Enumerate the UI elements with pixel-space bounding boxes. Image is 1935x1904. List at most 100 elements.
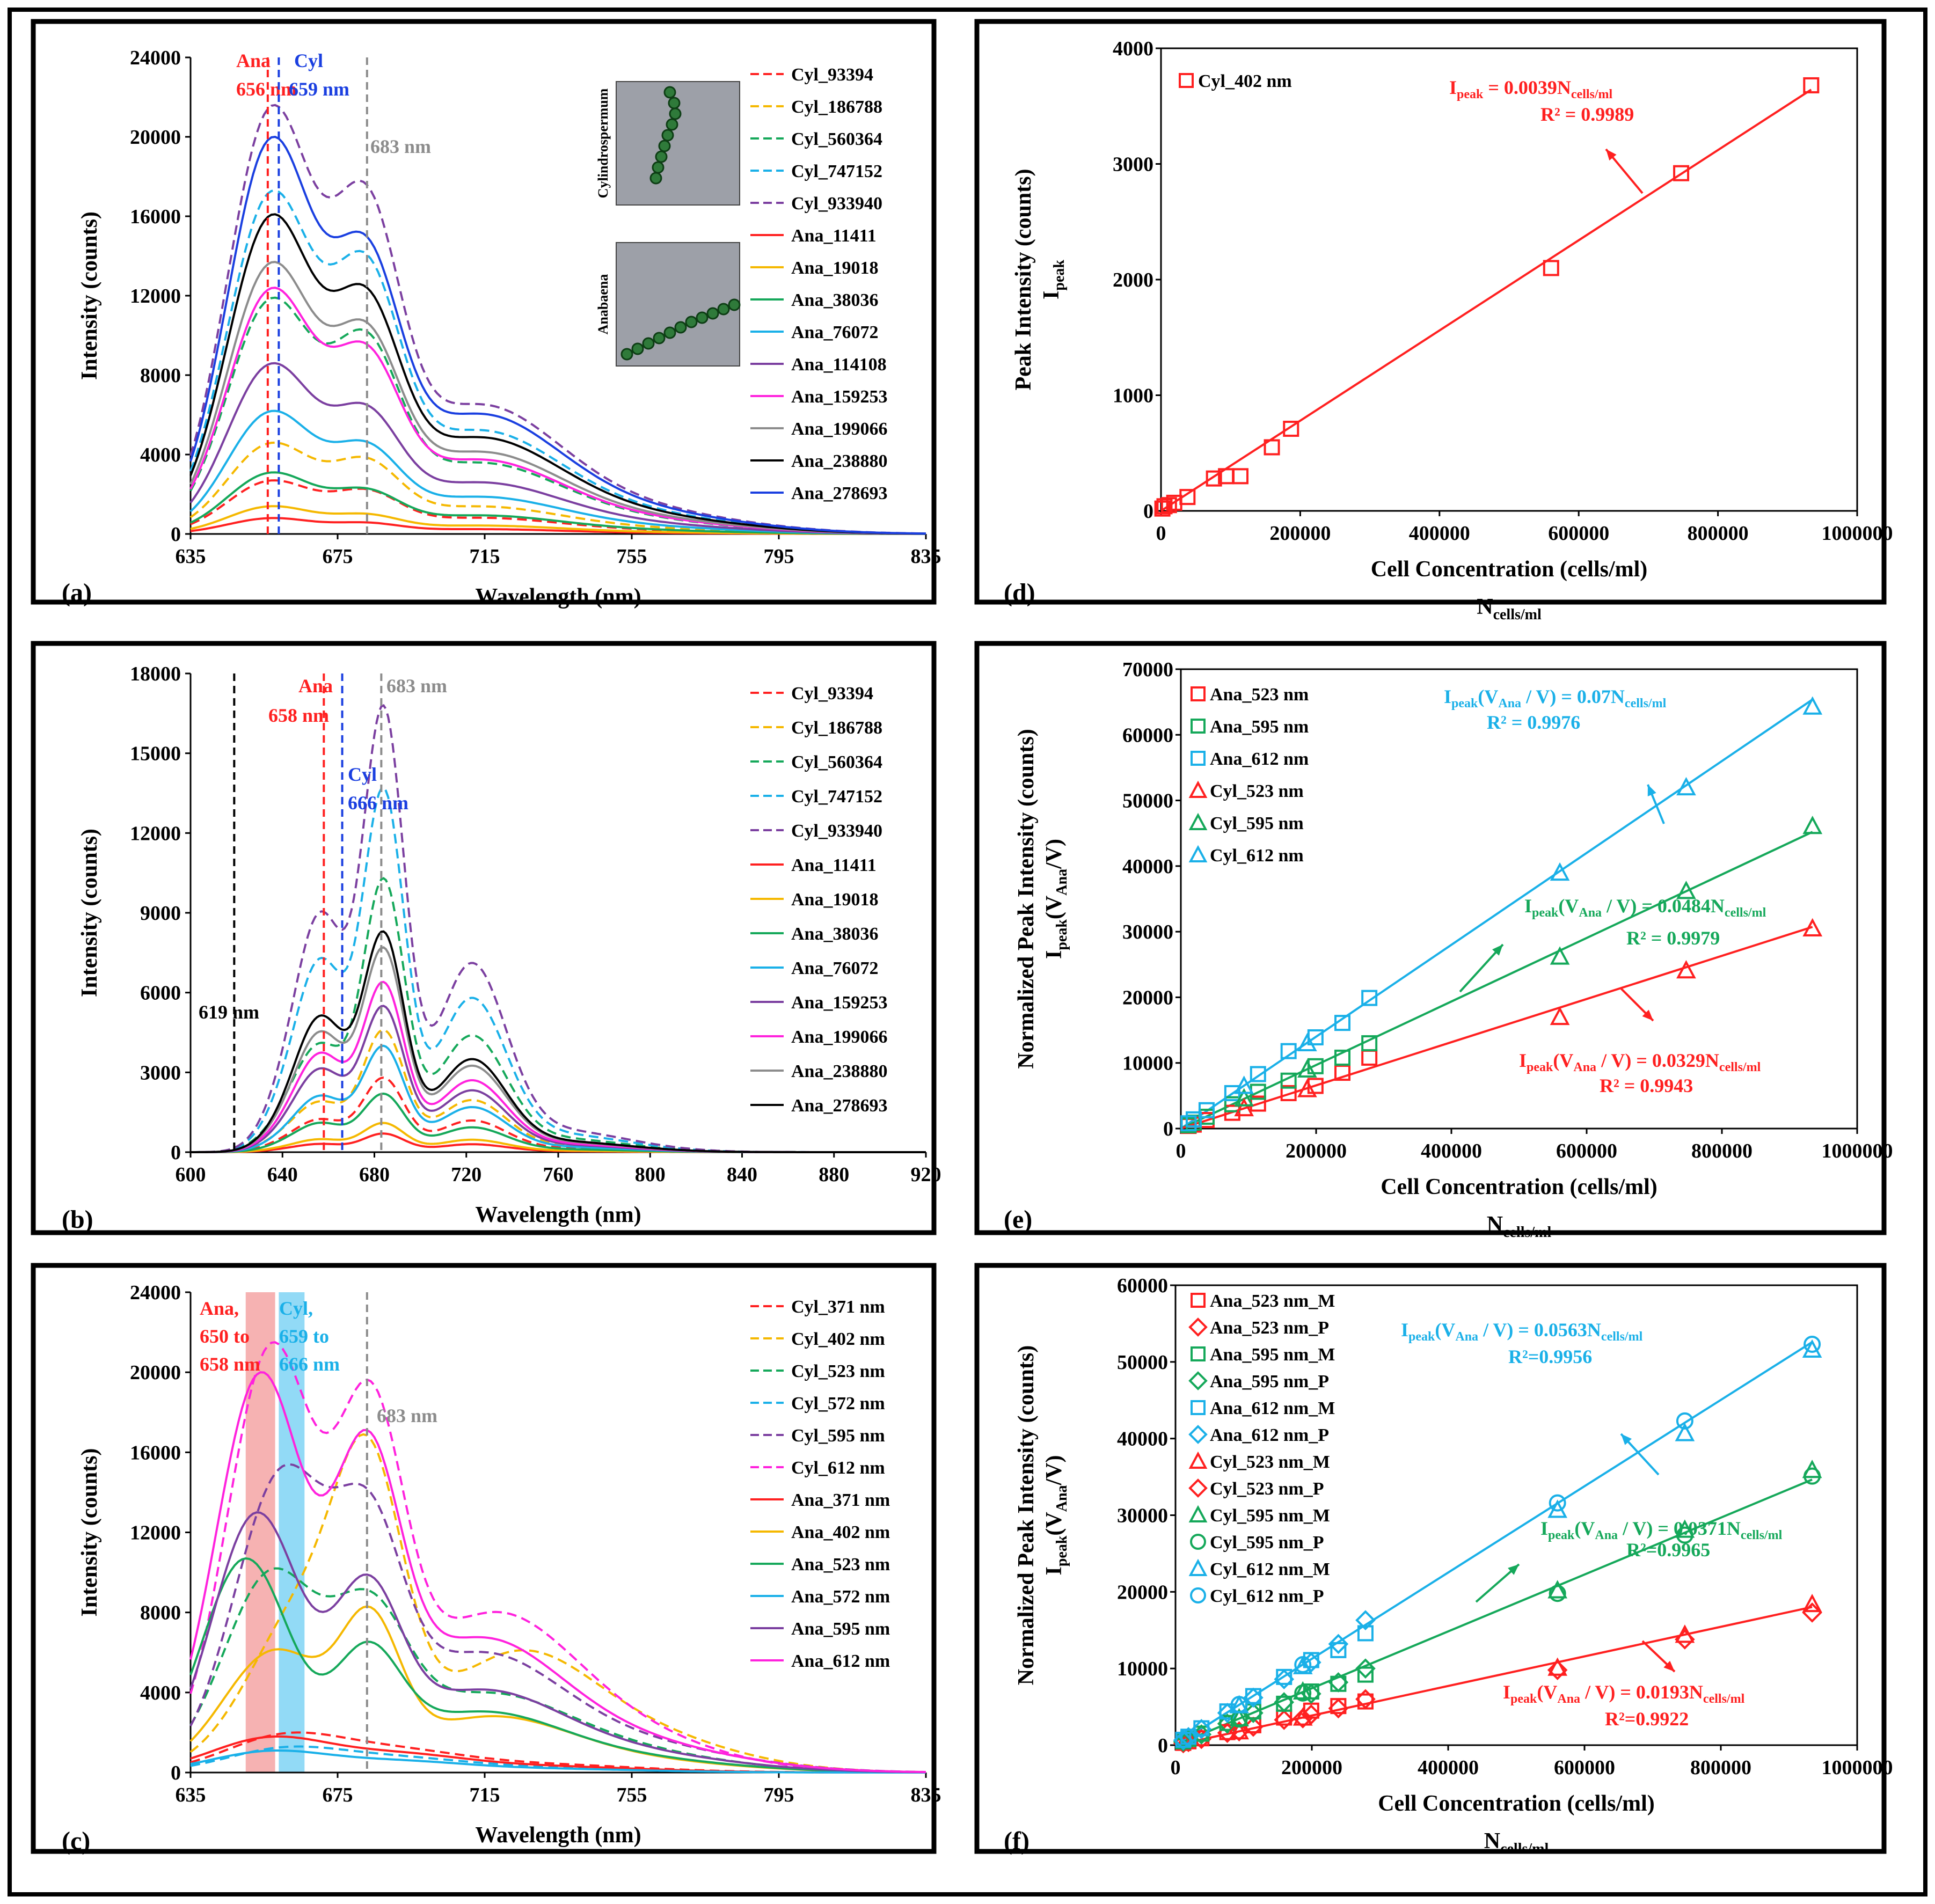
- fit-equation: Ipeak(VAna / V) = 0.0371Ncells/ml: [1540, 1518, 1783, 1542]
- band-label: 650 to: [200, 1326, 250, 1347]
- y-tick-label: 16000: [130, 206, 181, 228]
- x-tick-label: 715: [470, 545, 500, 568]
- legend-label: Cyl_612 nm_P: [1210, 1586, 1324, 1606]
- y-axis-title: Normalized Peak Intensity (counts): [1014, 1345, 1039, 1685]
- x-tick-label: 0: [1171, 1756, 1181, 1779]
- y-tick-label: 0: [171, 523, 181, 546]
- data-point: [1198, 1102, 1215, 1118]
- x-tick-label: 1000000: [1822, 1140, 1893, 1162]
- fit-arrow-head: [1492, 944, 1503, 956]
- marker-label: 658 nm: [268, 705, 329, 726]
- panel-label-e: (e): [1004, 1205, 1032, 1234]
- y-axis-symbol: Ipeak: [1039, 260, 1068, 299]
- x-tick-label: 840: [727, 1163, 757, 1186]
- legend-label: Ana_76072: [791, 323, 878, 342]
- legend-label: Ana_238880: [791, 1061, 887, 1081]
- fit-r2: R²=0.9956: [1508, 1346, 1592, 1367]
- outer-frame: [8, 8, 1927, 1896]
- legend-label: Cyl_186788: [791, 97, 882, 117]
- y-tick-label: 20000: [130, 126, 181, 149]
- legend-label: Ana_523 nm: [1210, 685, 1309, 705]
- series-line-Cyl_612 nm: [189, 1341, 926, 1774]
- data-point: [1190, 1587, 1206, 1603]
- x-tick-label: 600000: [1548, 522, 1609, 545]
- data-point: [1188, 1371, 1208, 1390]
- y-tick-label: 40000: [1122, 855, 1173, 878]
- data-point: [1190, 1534, 1206, 1550]
- series-line-Ana_278693: [191, 930, 926, 1153]
- legend-label: Cyl_93394: [791, 65, 873, 85]
- y-axis-title: Intensity (counts): [77, 211, 102, 380]
- data-point: [1676, 1412, 1693, 1430]
- y-tick-label: 12000: [130, 822, 181, 845]
- y-tick-label: 24000: [130, 1281, 181, 1304]
- data-point: [1280, 1072, 1297, 1089]
- cell-dot: [663, 326, 676, 339]
- data-point: [1179, 73, 1194, 88]
- series-line-Cyl_402 nm: [189, 1433, 926, 1774]
- legend-label: Ana_572 nm: [791, 1587, 890, 1607]
- data-point: [1188, 780, 1208, 798]
- data-point: [1229, 1708, 1249, 1727]
- data-point: [1206, 470, 1222, 487]
- x-tick-label: 835: [911, 545, 941, 568]
- y-tick-label: 3000: [1113, 153, 1153, 176]
- micrograph-label: Anabaena: [595, 274, 611, 335]
- data-point: [1361, 990, 1378, 1006]
- fit-arrow-head: [1508, 1564, 1519, 1575]
- fit-arrow-head: [1606, 149, 1617, 161]
- marker-label: 666 nm: [348, 792, 408, 814]
- cell-dot: [655, 150, 668, 163]
- panel-label-c: (c): [62, 1827, 90, 1855]
- marker-label: 619 nm: [199, 1001, 259, 1023]
- legend-label: Ana_278693: [791, 1096, 887, 1116]
- data-point: [1676, 881, 1696, 899]
- chart-e: 0 10000 20000 30000 40000 50000 60000 70000 0 200…: [1014, 658, 1893, 1241]
- data-point: [1173, 1731, 1194, 1752]
- fit-equation: Ipeak(VAna / V) = 0.0329Ncells/ml: [1519, 1050, 1761, 1074]
- cell-dot: [668, 97, 681, 109]
- panel-frame-d: [974, 19, 1887, 605]
- panel-label-d: (d): [1004, 578, 1035, 607]
- legend-label: Cyl_560364: [791, 752, 882, 772]
- y-tick-label: 20000: [1117, 1581, 1168, 1603]
- fit-eq-value: = 0.07N: [1561, 686, 1625, 707]
- legend-label: Cyl_747152: [791, 162, 882, 181]
- data-point: [1301, 1683, 1321, 1704]
- band-label: 666 nm: [279, 1353, 340, 1375]
- x-axis-symbol: Ncells/ml: [1487, 1212, 1552, 1241]
- panel-label-b: (b): [62, 1205, 93, 1234]
- y-tick-label: 0: [1163, 1118, 1173, 1140]
- y-tick-label: 3000: [140, 1061, 181, 1084]
- legend-label: Ana_371 nm: [791, 1490, 890, 1510]
- x-axis-symbol: Ncells/ml: [1477, 595, 1542, 623]
- panel-label-a: (a): [62, 578, 92, 607]
- cell-dot: [685, 316, 698, 328]
- legend-label: Ana_11411: [791, 855, 877, 875]
- fit-eq-value: = 0.0484N: [1641, 895, 1725, 917]
- data-point: [1178, 1727, 1199, 1747]
- legend-label: Cyl_747152: [791, 787, 882, 807]
- data-point: [1191, 1400, 1206, 1415]
- data-point: [1160, 497, 1177, 514]
- marker-label: 659 nm: [289, 78, 349, 100]
- plot-frame: [1180, 668, 1858, 1130]
- legend-label: Ana_612 nm: [1210, 749, 1309, 769]
- x-tick-label: 675: [323, 545, 353, 568]
- x-axis-title: Cell Concentration (cells/ml): [1371, 557, 1648, 582]
- data-point: [1232, 468, 1248, 485]
- x-tick-label: 600: [176, 1163, 206, 1186]
- y-tick-label: 50000: [1122, 790, 1173, 812]
- x-axis-title: Wavelength (nm): [475, 1203, 641, 1227]
- fit-r2: R²=0.9922: [1605, 1708, 1689, 1730]
- legend-label: Cyl_371 nm: [791, 1297, 885, 1317]
- marker-label: 656 nm: [236, 78, 297, 100]
- legend-label: Cyl_523 nm: [1210, 781, 1304, 801]
- y-tick-label: 4000: [140, 1682, 181, 1704]
- legend-label: Ana_19018: [791, 258, 878, 278]
- data-point: [1355, 1610, 1376, 1631]
- x-tick-label: 795: [764, 545, 794, 568]
- data-point: [1264, 439, 1280, 456]
- fit-eq-value: = 0.0193N: [1620, 1681, 1703, 1703]
